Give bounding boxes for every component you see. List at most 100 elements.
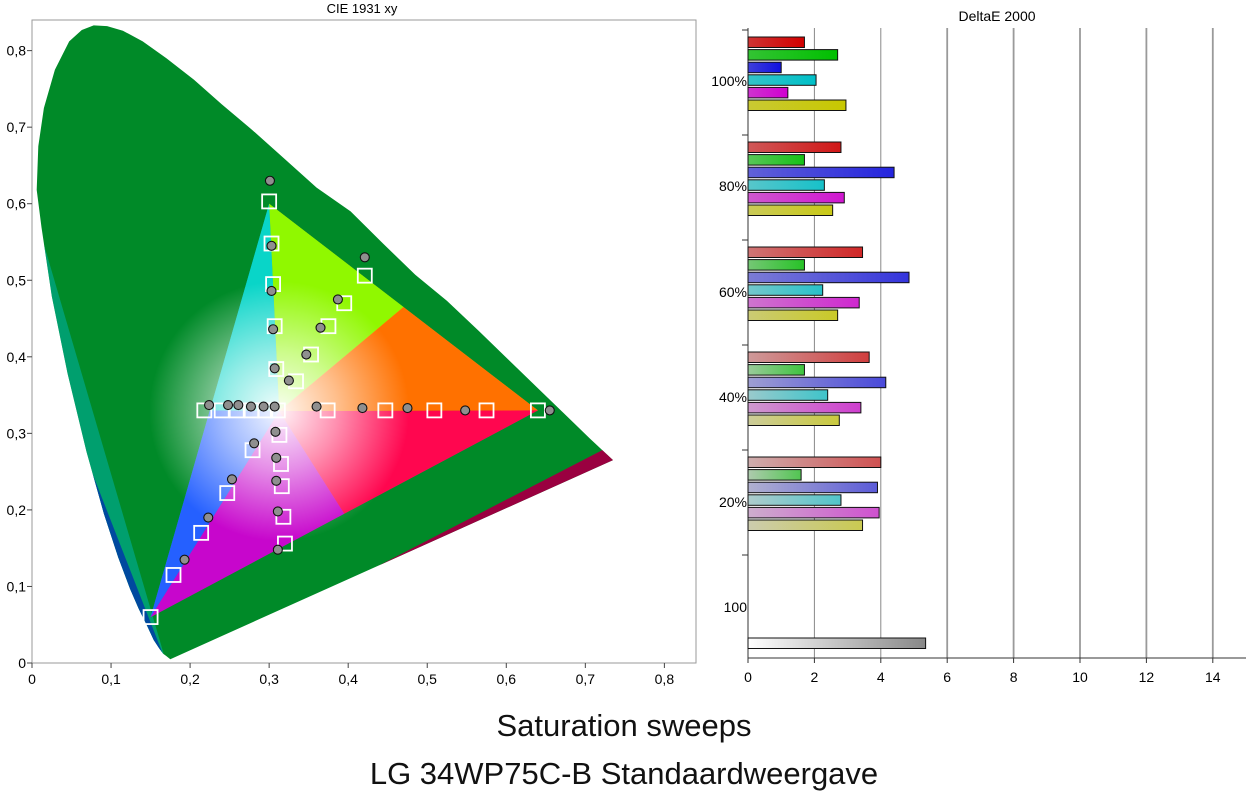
deltae-bar <box>747 481 878 494</box>
measured-circle-marker <box>272 506 283 517</box>
measured-circle-marker <box>315 322 326 333</box>
measured-circle-marker <box>269 363 280 374</box>
deltae-group-label: 100 <box>724 599 748 615</box>
deltae-bar <box>747 519 864 531</box>
deltae-axis-ticks: 0 2 4 6 8 10 12 14 100% 80% 60% 40% 20% 100 <box>711 29 1221 685</box>
deltae-bar <box>747 191 845 204</box>
deltae-x-tick-label: 8 <box>1010 669 1018 685</box>
measured-circle-marker <box>402 403 413 414</box>
measured-circle-marker <box>311 401 322 412</box>
deltae-group-label: 20% <box>719 494 747 510</box>
deltae-bar <box>747 141 842 153</box>
measured-circle-marker <box>204 399 215 411</box>
deltae-bar <box>747 166 895 179</box>
target-square-marker <box>356 267 373 284</box>
deltae-x-tick-label: 2 <box>811 669 819 685</box>
cie-x-tick-label: 0,3 <box>259 671 279 687</box>
cie-x-tick-label: 0,5 <box>418 671 438 687</box>
target-square-marker <box>268 361 285 377</box>
deltae-x-tick-label: 12 <box>1139 669 1155 685</box>
cie-x-tick-label: 0,8 <box>655 671 675 687</box>
target-square-marker <box>275 508 292 525</box>
cie-x-tick-label: 0,4 <box>338 671 358 687</box>
cie-x-tick-label: 0 <box>28 671 36 687</box>
deltae-bar <box>747 364 805 376</box>
deltae-group-label: 80% <box>719 178 747 194</box>
target-square-marker <box>219 485 236 501</box>
measured-circle-marker <box>266 240 277 251</box>
measured-circle-marker <box>271 475 282 486</box>
deltae-x-tick-label: 6 <box>943 669 951 685</box>
measured-circle-marker <box>301 349 312 360</box>
deltae-x-tick-label: 4 <box>877 669 885 685</box>
measured-circle-marker <box>272 544 283 555</box>
deltae-bar <box>747 271 910 284</box>
cie-y-tick-label: 0,7 <box>7 119 27 135</box>
measured-circle-marker <box>249 438 260 449</box>
cie-x-tick-label: 0,6 <box>497 671 517 687</box>
measured-circle-marker <box>258 401 269 412</box>
deltae-group-label: 60% <box>719 284 747 300</box>
deltae-bar <box>747 351 870 363</box>
deltae-chart-title: DeltaE 2000 <box>958 8 1035 24</box>
target-square-marker <box>165 567 182 583</box>
deltae-bar <box>747 376 887 389</box>
deltae-bars <box>747 36 927 649</box>
cie-y-tick-label: 0,5 <box>7 272 27 288</box>
deltae-bar <box>747 469 802 481</box>
deltae-bar <box>747 49 839 61</box>
deltae-x-tick-label: 10 <box>1072 669 1088 685</box>
deltae-group-label: 100% <box>711 73 747 89</box>
measured-circle-marker <box>359 252 370 263</box>
target-square-marker <box>277 535 293 552</box>
measured-circle-marker <box>179 554 190 565</box>
deltae-bar <box>747 456 882 468</box>
target-square-marker <box>261 193 278 210</box>
cie-data-points <box>142 175 555 625</box>
measured-circle-marker <box>357 403 368 414</box>
cie-y-tick-label: 0,3 <box>7 425 27 441</box>
target-square-marker <box>426 402 443 419</box>
cie-y-tick-label: 0 <box>18 655 26 671</box>
cie-y-tick-label: 0,1 <box>7 578 27 594</box>
deltae-bar <box>747 99 847 111</box>
deltae-bar <box>747 506 880 519</box>
deltae-bar <box>747 414 840 426</box>
cie-chart-title: CIE 1931 xy <box>327 1 398 16</box>
deltae-bar <box>747 36 805 48</box>
measured-circle-marker <box>233 399 244 411</box>
cie-x-tick-label: 0,1 <box>101 671 121 687</box>
deltae-group-label: 40% <box>719 389 747 405</box>
measured-circle-marker <box>266 285 277 297</box>
measured-circle-marker <box>271 452 282 463</box>
cie-y-tick-label: 0,4 <box>7 349 27 365</box>
measured-circle-marker <box>245 401 257 412</box>
deltae-bar <box>747 259 805 271</box>
deltae-bar <box>747 74 817 86</box>
caption-subtitle: LG 34WP75C-B Standaardweergave <box>369 756 879 791</box>
deltae-bar <box>747 154 805 166</box>
deltae-x-tick-label: 0 <box>744 669 752 685</box>
deltae-bar <box>747 389 829 401</box>
cie-1931-chart: CIE 1931 xy 0 0,1 0,2 0,3 0,4 0,5 0,6 0,7 0,8 0 0,… <box>7 1 697 687</box>
cie-axis-ticks: 0 0,1 0,2 0,3 0,4 0,5 0,6 0,7 0,8 0 0,1 0,2 0,3 0,4 0,… <box>7 43 675 687</box>
target-square-marker <box>319 402 336 419</box>
measured-circle-marker <box>269 401 280 412</box>
cie-plot-area <box>31 19 697 664</box>
deltae-bar <box>747 401 862 414</box>
measured-circle-marker <box>544 405 555 416</box>
measured-circle-marker <box>270 426 281 437</box>
deltae-bar <box>747 204 834 216</box>
deltae-x-tick-label: 14 <box>1205 669 1221 685</box>
target-square-marker <box>142 609 159 625</box>
measured-circle-marker <box>283 375 294 386</box>
cie-y-tick-label: 0,6 <box>7 196 27 212</box>
measured-circle-marker <box>268 324 279 335</box>
deltae-bar <box>747 494 842 506</box>
deltae-bar <box>747 309 839 321</box>
deltae-bar <box>747 246 864 258</box>
deltae-bar <box>747 86 789 99</box>
measured-circle-marker <box>264 175 275 186</box>
deltae-bar <box>747 296 860 309</box>
